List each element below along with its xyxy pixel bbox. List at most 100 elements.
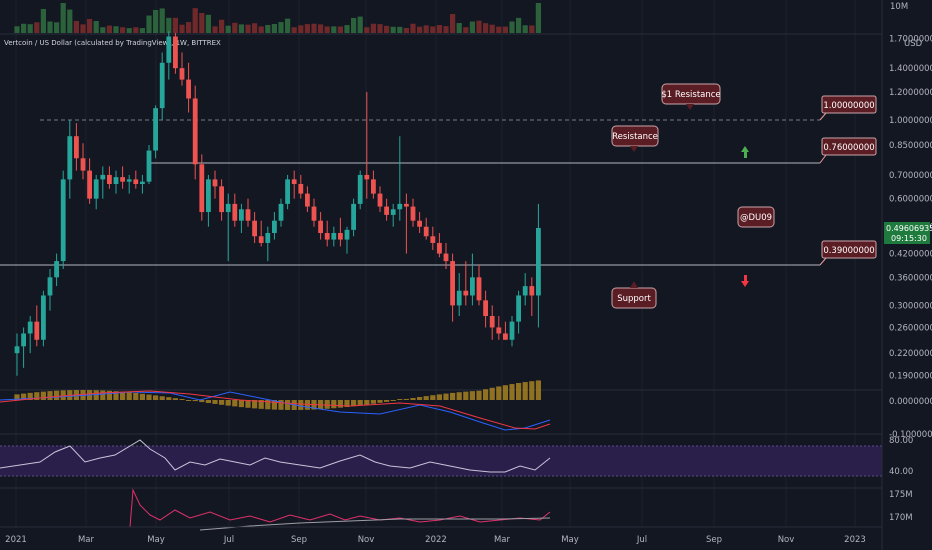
volume-bar — [535, 3, 541, 33]
volume-bar — [219, 19, 225, 33]
macd-histogram-bar — [252, 400, 258, 409]
volume-bar — [344, 25, 350, 33]
volume-bar — [106, 25, 112, 33]
x-tick-label: May — [561, 535, 579, 545]
volume-bar — [291, 27, 297, 33]
volume-bar — [120, 27, 126, 33]
volume-bar — [436, 25, 442, 33]
candle-body — [278, 203, 284, 221]
rsi-line — [0, 439, 551, 473]
y-tick-label: 0.42000000 — [889, 250, 932, 260]
candle-body — [60, 179, 66, 262]
macd-histogram-bar — [502, 385, 508, 400]
x-tick-label: Sep — [706, 535, 722, 545]
y-tick-label: 1.70000000 — [889, 34, 932, 44]
y-tick-label: 0.19000000 — [889, 372, 932, 382]
candle-body — [344, 229, 350, 240]
macd-histogram-bar — [476, 390, 482, 400]
volume-bar — [397, 26, 403, 33]
one-dollar-resistance-label: $1 Resistance — [661, 90, 720, 100]
candle-body — [21, 333, 26, 347]
volume-bar — [179, 24, 185, 33]
level-tag-3 — [821, 240, 877, 259]
x-tick-label: Jul — [636, 535, 647, 545]
rsi-axis-label-1: 40.00 — [889, 467, 913, 477]
macd-histogram-bar — [133, 393, 139, 400]
x-tick-label: Sep — [291, 535, 307, 545]
macd-histogram-bar — [377, 400, 383, 403]
volume-bar — [133, 27, 139, 33]
macd-histogram-bar — [179, 399, 185, 400]
volume-bar — [60, 3, 66, 33]
volume-bar — [304, 24, 310, 33]
x-tick-label: Nov — [778, 535, 795, 545]
macd-histogram-bar — [225, 400, 231, 406]
candle-body — [384, 206, 389, 215]
current-price-tag: 0.49606935 09:15:30 — [884, 222, 932, 244]
watermark-box — [737, 206, 775, 228]
candle-body — [173, 36, 178, 69]
macd-histogram-bar — [285, 400, 291, 410]
macd-histogram-bar — [54, 390, 60, 400]
candle-body — [258, 236, 264, 243]
x-tick-label: Mar — [78, 535, 95, 545]
macd-histogram-bar — [14, 394, 20, 400]
macd-histogram-bar — [351, 400, 357, 407]
candle-body — [404, 203, 409, 207]
rsi-pane: 80.00 40.00 — [0, 433, 913, 477]
macd-histogram-bar — [496, 386, 502, 400]
volume-pane — [14, 3, 541, 34]
macd-histogram-bar — [40, 391, 46, 400]
x-tick-label: Jul — [223, 535, 234, 545]
macd-histogram-bar — [139, 393, 145, 400]
macd-histogram-bar — [430, 395, 436, 400]
one-dollar-resistance-pointer — [686, 104, 694, 110]
candle-body — [476, 277, 482, 301]
arrow-up-icon — [741, 146, 749, 158]
macd-histogram-bar — [370, 400, 376, 404]
macd-histogram-bar — [258, 400, 264, 409]
candle-body — [14, 346, 20, 354]
y-tick-label: 0.26000000 — [889, 323, 932, 333]
watermark-label: @DU09 — [740, 213, 772, 223]
macd-histogram-bar — [489, 387, 495, 400]
candle-body — [140, 181, 145, 184]
volume-bar — [450, 14, 456, 33]
macd-histogram-bar — [34, 392, 40, 400]
candle-body — [298, 183, 304, 194]
candle-body — [80, 158, 86, 171]
rsi-axis-label-0: 80.00 — [889, 436, 913, 446]
candle-body — [232, 203, 238, 221]
volume-bar — [172, 17, 178, 33]
candle-body — [390, 209, 396, 215]
macd-histogram-bar — [93, 390, 99, 400]
candle-body — [265, 233, 271, 243]
macd-histogram-bar — [522, 382, 528, 400]
volume-bar — [238, 24, 244, 33]
candle-body — [186, 79, 191, 99]
macd-histogram-bar — [535, 380, 541, 400]
volume-bar — [529, 25, 535, 33]
candle-body — [212, 179, 218, 187]
candle-body — [364, 174, 370, 180]
macd-histogram-bar — [192, 400, 198, 402]
volume-bar — [252, 23, 258, 33]
candle-body — [67, 136, 73, 180]
candle-body — [179, 68, 185, 80]
macd-histogram-bar — [337, 400, 343, 408]
x-tick-label: Mar — [494, 535, 511, 545]
volume-bar — [159, 8, 165, 33]
candle-body — [153, 108, 158, 151]
macd-line — [0, 391, 551, 431]
macd-histogram-bar — [106, 390, 112, 400]
candle-body — [351, 203, 356, 230]
candle-body — [239, 209, 244, 221]
candle-body — [377, 193, 383, 207]
obv-pane: 175M 170M — [0, 487, 913, 531]
y-tick-label: 0.22000000 — [889, 349, 932, 359]
candle-body — [324, 233, 330, 240]
candle-body — [291, 179, 297, 184]
candle-body — [516, 295, 521, 322]
macd-histogram-bar — [463, 391, 469, 400]
